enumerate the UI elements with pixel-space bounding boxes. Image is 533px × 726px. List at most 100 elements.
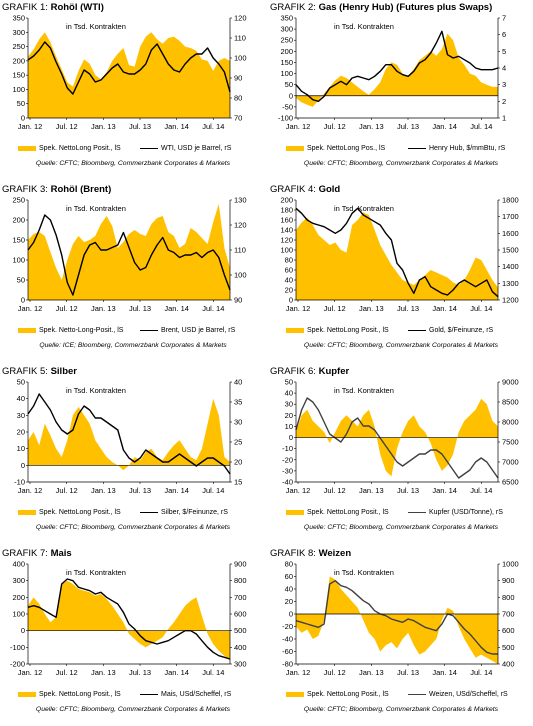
y-right-tick-label: 4 — [502, 64, 506, 73]
y-left-tick-label: -100 — [10, 643, 25, 652]
chart-label: GRAFIK 8: — [270, 548, 319, 559]
line-series — [295, 30, 499, 102]
y-left-tick-label: 140 — [280, 226, 293, 235]
y-right-tick-label: 80 — [234, 94, 242, 103]
chart-annotation: in Tsd. Kontrakten — [66, 386, 126, 395]
x-tick-label: Jul. 14 — [202, 122, 224, 131]
line-series — [295, 397, 499, 479]
y-left-tick-label: 250 — [12, 42, 25, 51]
chart-panel: GRAFIK 4: Gold 0 20 40 60 80 100 120 140 160 180 20… — [270, 184, 532, 362]
y-left-tick-label: -100 — [278, 114, 293, 123]
legend-item-line: Mais, USd/Scheffel, rS — [140, 691, 231, 698]
chart-annotation: in Tsd. Kontrakten — [334, 204, 394, 213]
chart-svg: -200 -100 0 100 200 300 400 300 400 500 600 700 800 9… — [10, 560, 247, 678]
chart-svg: 0 50 100 150 200 250 300 350 70 80 90 100 110 120 Jan.… — [12, 14, 247, 132]
x-tick-label: Jan. 12 — [18, 486, 43, 495]
x-tick-label: Jan. 12 — [18, 122, 43, 131]
x-tick-label: Jan. 13 — [359, 122, 384, 131]
legend-label: Spek. NettoLong Posit., lS — [39, 145, 121, 152]
y-right-tick-label: 120 — [234, 14, 247, 23]
chart-source: Quelle: ICE; Bloomberg, Commerzbank Corp… — [39, 342, 227, 349]
y-left-tick-label: 30 — [285, 400, 293, 409]
legend-swatch-line — [408, 329, 426, 331]
chart-label: GRAFIK 3: — [2, 184, 51, 195]
x-tick-label: Jan. 14 — [164, 122, 189, 131]
legend-label: Mais, USd/Scheffel, rS — [161, 691, 232, 698]
y-right-tick-label: 1200 — [502, 296, 519, 305]
y-right-tick-label: 1300 — [502, 279, 519, 288]
y-left-tick-label: -20 — [282, 455, 293, 464]
legend-item-area: Spek. NettoLong Posit., lS — [18, 145, 121, 152]
y-right-tick-label: 2 — [502, 97, 506, 106]
y-left-tick-label: -10 — [282, 444, 293, 453]
legend-swatch-area — [18, 327, 36, 333]
x-tick-label: Jan. 14 — [432, 122, 457, 131]
y-right-tick-label: 400 — [502, 660, 515, 669]
y-left-tick-label: 350 — [280, 14, 293, 23]
chart-annotation: in Tsd. Kontrakten — [66, 22, 126, 31]
chart-source: Quelle: CFTC; Bloomberg, Commerzbank Cor… — [35, 524, 231, 531]
y-right-tick-label: 8500 — [502, 398, 519, 407]
y-left-tick-label: -80 — [282, 660, 293, 669]
x-tick-label: Jul. 13 — [129, 304, 151, 313]
y-left-tick-label: 200 — [12, 216, 25, 225]
x-tick-label: Jul. 12 — [324, 304, 346, 313]
x-tick-label: Jul. 12 — [56, 304, 78, 313]
line-series — [27, 578, 231, 660]
legend-label: Brent, USD je Barrel, rS — [161, 327, 236, 334]
y-right-tick-label: 1500 — [502, 246, 519, 255]
legend-item-area: Spek. NettoLong Pos., lS — [286, 145, 385, 152]
chart-annotation: in Tsd. Kontrakten — [66, 568, 126, 577]
y-right-tick-label: 110 — [234, 34, 246, 43]
legend-label: Henry Hub, $/mmBtu, rS — [429, 145, 506, 152]
y-right-tick-label: 500 — [502, 643, 515, 652]
chart-title-text: Gas (Henry Hub) (Futures plus Swaps) — [318, 2, 493, 13]
area-series — [28, 204, 230, 300]
chart-title-text: Rohöl (Brent) — [50, 184, 112, 195]
legend-swatch-line — [408, 511, 426, 513]
chart-annotation: in Tsd. Kontrakten — [66, 204, 126, 213]
legend-swatch-line — [408, 147, 426, 149]
y-left-tick-label: 400 — [12, 560, 25, 569]
y-left-tick-label: -40 — [282, 635, 293, 644]
chart-legend: Spek. NettoLong Posit., lS Silber, $/Fein… — [2, 509, 264, 521]
x-tick-label: Jul. 14 — [202, 304, 224, 313]
x-tick-label: Jan. 13 — [359, 304, 384, 313]
chart-legend: Spek. NettoLong Posit., lS Gold, $/Feinun… — [270, 327, 532, 339]
y-left-tick-label: 20 — [17, 428, 25, 437]
y-left-tick-label: 160 — [280, 216, 293, 225]
y-right-tick-label: 9000 — [502, 378, 519, 387]
y-left-tick-label: 50 — [17, 99, 25, 108]
x-tick-label: Jul. 12 — [324, 122, 346, 131]
x-tick-label: Jul. 13 — [397, 122, 419, 131]
chart-annotation: in Tsd. Kontrakten — [334, 568, 394, 577]
y-right-tick-label: 130 — [234, 196, 247, 205]
y-left-tick-label: 150 — [12, 236, 25, 245]
x-tick-label: Jul. 13 — [397, 486, 419, 495]
chart-label: GRAFIK 7: — [2, 548, 51, 559]
y-right-tick-label: 800 — [502, 593, 515, 602]
y-left-tick-label: 40 — [285, 276, 293, 285]
x-tick-label: Jul. 12 — [56, 486, 78, 495]
y-left-tick-label: -30 — [282, 466, 293, 475]
x-tick-label: Jan. 13 — [359, 668, 384, 677]
y-right-tick-label: 300 — [234, 660, 247, 669]
line-series — [27, 393, 231, 475]
x-tick-label: Jan. 14 — [432, 668, 457, 677]
y-left-tick-label: 20 — [285, 597, 293, 606]
chart-title: GRAFIK 8: Weizen — [270, 548, 351, 559]
y-right-tick-label: 90 — [234, 74, 242, 83]
y-right-tick-label: 1400 — [502, 262, 519, 271]
legend-item-area: Spek. NettoLong Posit., lS — [286, 509, 389, 516]
y-left-tick-label: 0 — [289, 91, 293, 100]
y-right-tick-label: 40 — [234, 378, 242, 387]
y-left-tick-label: -200 — [10, 660, 25, 669]
x-tick-label: Jul. 14 — [470, 486, 492, 495]
y-left-tick-label: 100 — [280, 69, 293, 78]
y-right-tick-label: 7000 — [502, 458, 519, 467]
chart-svg: -10 0 10 20 30 40 50 15 20 25 30 35 40 Jan. 12 Jul. 12… — [14, 378, 242, 496]
y-right-tick-label: 7 — [502, 14, 506, 23]
chart-legend: Spek. NettoLong Posit., lS WTI, USD je Ba… — [2, 145, 264, 157]
y-left-tick-label: 150 — [280, 58, 293, 67]
